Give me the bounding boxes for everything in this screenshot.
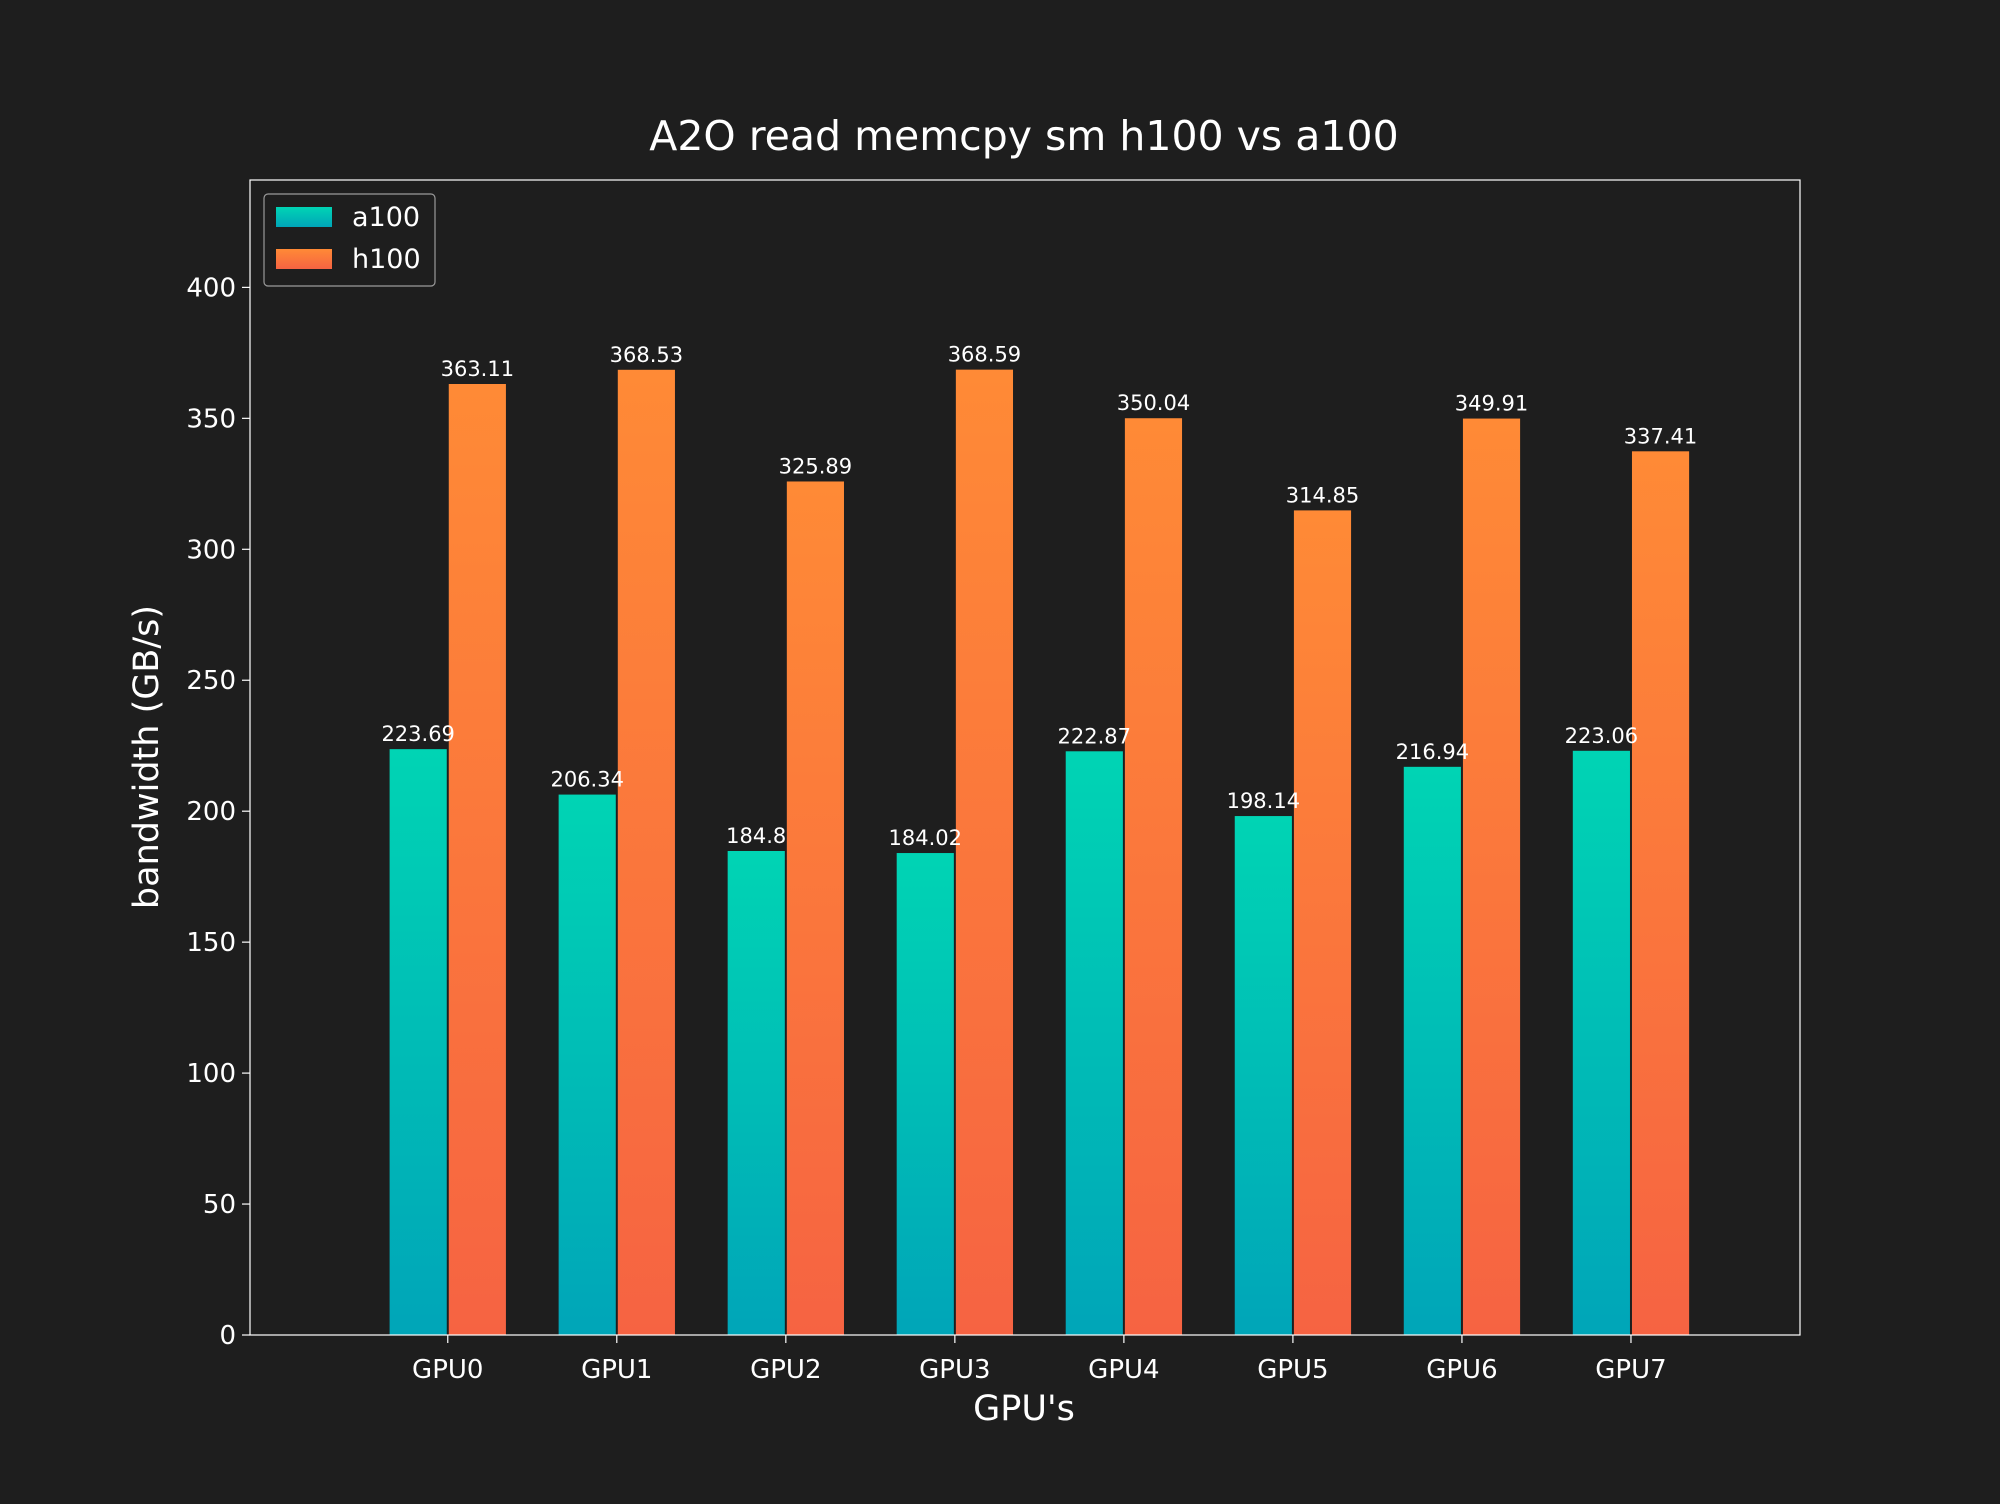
bar-a100-gpu5 [1234,816,1292,1335]
bar-h100-gpu1 [617,369,675,1335]
chart-title: A2O read memcpy sm h100 vs a100 [649,112,1398,160]
data-labels-layer: 223.69 206.34 184.8 184.02 222.87 198.14 216.9… [381,343,1697,850]
bar-a100-gpu1 [558,794,616,1335]
data-label-h100-gpu4: 350.04 [1117,391,1190,415]
bar-a100-gpu0 [389,749,447,1335]
y-tick-label: 0 [219,1321,236,1351]
x-tick-label-gpu3: GPU3 [919,1355,990,1385]
x-tick-label-gpu1: GPU1 [581,1355,652,1385]
bar-h100-gpu7 [1631,451,1690,1335]
y-tick-label: 400 [186,273,236,303]
y-axis-ticks: 0 50 100 150 200 250 300 350 400 [186,273,250,1351]
y-tick-label: 50 [203,1190,236,1220]
data-label-h100-gpu3: 368.59 [948,343,1021,367]
bar-a100-gpu3 [896,853,954,1335]
x-tick-label-gpu0: GPU0 [412,1355,483,1385]
x-axis-label: GPU's [973,1389,1075,1429]
bar-h100-gpu2 [786,481,844,1335]
data-label-h100-gpu6: 349.91 [1455,392,1528,416]
data-label-h100-gpu7: 337.41 [1624,424,1697,448]
x-tick-label-gpu6: GPU6 [1426,1355,1497,1385]
data-label-a100-gpu3: 184.02 [889,826,962,850]
bar-a100-gpu2 [727,851,785,1335]
legend-swatch-h100 [276,249,332,269]
x-tick-label-gpu7: GPU7 [1595,1355,1666,1385]
bar-a100-gpu4 [1065,751,1123,1335]
data-label-a100-gpu5: 198.14 [1227,789,1300,813]
x-tick-label-gpu4: GPU4 [1088,1355,1159,1385]
plot-frame [249,179,1801,1336]
bar-a100-gpu7 [1572,750,1630,1335]
data-label-h100-gpu5: 314.85 [1286,483,1359,507]
bar-h100-gpu0 [448,383,506,1335]
x-tick-label-gpu2: GPU2 [750,1355,821,1385]
bars-layer [389,369,1690,1336]
legend-label-h100: h100 [352,244,421,275]
bar-a100-gpu6 [1403,766,1461,1335]
y-tick-label: 100 [186,1059,236,1089]
data-label-a100-gpu4: 222.87 [1058,724,1131,748]
y-tick-label: 150 [186,928,236,958]
bar-h100-gpu3 [955,369,1014,1335]
y-tick-label: 300 [186,535,236,565]
x-tick-label-gpu5: GPU5 [1257,1355,1328,1385]
data-label-a100-gpu2: 184.8 [726,824,786,848]
bar-h100-gpu6 [1462,418,1521,1335]
bar-h100-gpu5 [1293,510,1352,1336]
data-label-a100-gpu6: 216.94 [1396,740,1469,764]
data-label-a100-gpu7: 223.06 [1565,724,1638,748]
data-label-h100-gpu0: 363.11 [441,357,514,381]
bar-h100-gpu4 [1124,418,1183,1335]
y-tick-label: 250 [186,666,236,696]
y-tick-label: 350 [186,404,236,434]
x-axis-ticks: GPU0 GPU1 GPU2 GPU3 GPU4 GPU5 GPU6 GPU7 [412,1335,1667,1385]
y-tick-label: 200 [186,797,236,827]
legend: a100 h100 [263,193,436,287]
data-label-h100-gpu1: 368.53 [610,343,683,367]
legend-swatch-a100 [276,207,332,227]
y-axis-label: bandwidth (GB/s) [127,605,167,909]
data-label-a100-gpu1: 206.34 [550,768,623,792]
legend-label-a100: a100 [352,202,420,233]
data-label-h100-gpu2: 325.89 [779,454,852,478]
data-label-a100-gpu0: 223.69 [381,722,454,746]
